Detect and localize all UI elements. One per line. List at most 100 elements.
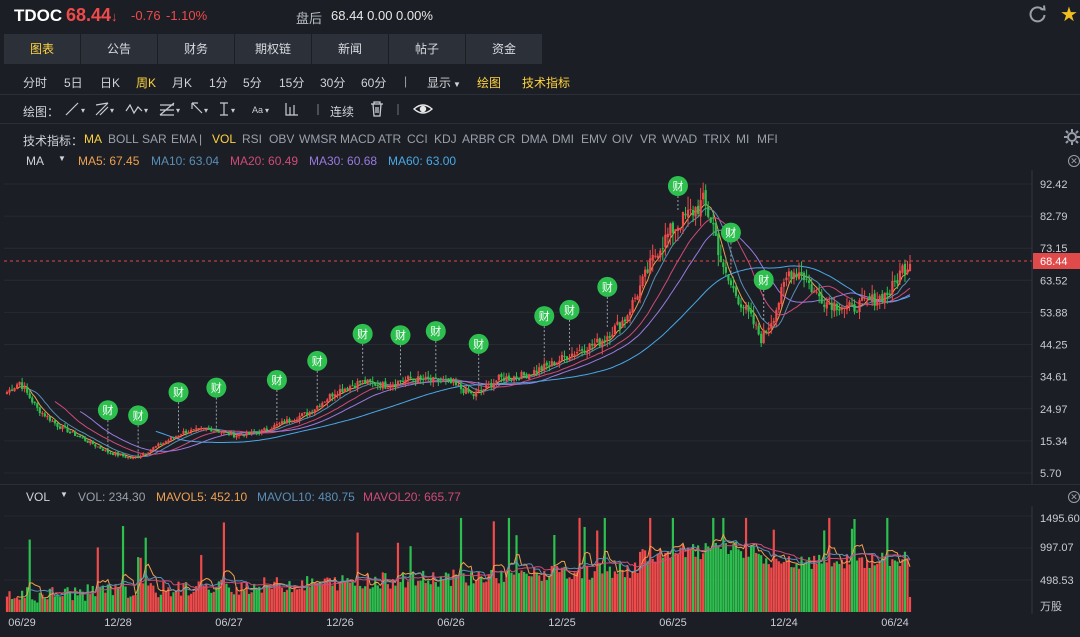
volume-bar [391,579,395,612]
event-marker-label: 财 [312,354,323,368]
candle-body [270,428,273,431]
indicator-macd[interactable]: MACD [340,132,376,146]
indicator-oiv[interactable]: OIV [612,132,633,146]
volume-bar [144,537,147,612]
candle-body [744,305,748,310]
display-menu[interactable]: 显示 ▼ [427,74,461,91]
candle-body [881,294,884,303]
close-icon[interactable]: ✕ [1068,155,1080,167]
period-monthly[interactable]: 月K [172,76,193,90]
volume-bar [747,556,750,612]
period-5min[interactable]: 5分 [243,76,262,90]
tab-announcements[interactable]: 公告 [81,34,157,64]
caret-down-icon[interactable]: ▼ [60,490,68,499]
candle-body [747,305,750,312]
trash-icon[interactable] [371,101,383,117]
vertical-line-tool-icon[interactable]: ▾ [220,102,235,116]
volume-bar [893,560,896,612]
volume-bar [487,574,490,612]
continuous-draw-toggle[interactable]: 连续 [330,105,355,119]
tab-capital[interactable]: 资金 [466,34,542,64]
candle-body [147,452,150,454]
candle-body [855,311,859,313]
volume-bar [389,588,392,612]
candle-body [5,392,9,395]
caret-down-icon: ▼ [453,80,461,89]
indicator-kdj[interactable]: KDJ [434,132,457,146]
measure-tool-icon[interactable] [285,103,298,116]
volume-bar [482,582,485,612]
draw-toggle[interactable]: 绘图 [477,76,502,90]
price-axis-label: 34.61 [1040,372,1068,384]
ma-legend-name[interactable]: MA [26,154,44,168]
volume-bar [359,585,362,612]
volume-bar [651,558,654,612]
vol-legend-name[interactable]: VOL [26,490,51,504]
indicator-dma[interactable]: DMA [521,132,548,146]
indicator-toggle[interactable]: 技术指标 [522,76,571,90]
period-1min[interactable]: 1分 [209,76,228,90]
gear-icon[interactable] [1064,129,1080,145]
indicator-boll[interactable]: BOLL [108,132,139,146]
candle-body [765,330,768,332]
candle-body [485,384,488,389]
trendline-tool-icon[interactable]: ▾ [65,102,85,116]
volume-bar [586,565,589,612]
indicator-atr[interactable]: ATR [378,132,402,146]
volume-bar [149,583,152,612]
indicator-sar[interactable]: SAR [142,132,167,146]
tab-chart[interactable]: 图表 [4,34,80,64]
volume-bar [583,526,586,612]
refresh-icon[interactable] [1028,4,1048,24]
volume-bar [66,587,69,612]
volume-bar [813,555,816,612]
period-5day[interactable]: 5日 [64,76,83,90]
caret-down-icon[interactable]: ▼ [58,154,66,163]
candlestick-chart[interactable]: 财财财 财财财财财财财财 财财财财财 92.4282.7973.1563.5253.… [0,170,1080,484]
candle-body [409,376,412,379]
period-weekly[interactable]: 周K [136,76,157,90]
indicator-wmsr[interactable]: WMSR [299,132,337,146]
channel-tool-icon[interactable]: ▾ [95,102,114,116]
period-60min[interactable]: 60分 [361,76,387,90]
indicator-mi[interactable]: MI [736,132,750,146]
period-daily[interactable]: 日K [100,76,121,90]
fibonacci-tool-icon[interactable]: ▾ [159,102,180,116]
tab-options[interactable]: 期权链 [235,34,311,64]
period-30min[interactable]: 30分 [320,76,346,90]
candle-body [543,363,546,371]
indicator-arbr[interactable]: ARBR [462,132,496,146]
arrow-tool-icon[interactable]: ▾ [191,102,208,115]
indicator-cr[interactable]: CR [498,132,516,146]
wave-tool-icon[interactable]: ▾ [125,103,148,115]
indicator-obv[interactable]: OBV [269,132,295,146]
indicator-cci[interactable]: CCI [407,132,428,146]
candle-body [376,384,379,386]
text-tool-icon[interactable]: Aa ▾ [252,105,269,115]
volume-bar [84,600,87,612]
indicator-mfi[interactable]: MFI [757,132,778,146]
volume-bar [606,571,609,612]
volume-bar [351,581,354,612]
period-intraday[interactable]: 分时 [23,76,48,90]
indicator-trix[interactable]: TRIX [703,132,731,146]
candle-body [649,258,652,274]
indicator-wvad[interactable]: WVAD [662,132,698,146]
event-marker [468,333,489,354]
indicator-vol[interactable]: VOL [212,132,237,146]
tab-financials[interactable]: 财务 [158,34,234,64]
tab-news[interactable]: 新闻 [312,34,388,64]
star-icon[interactable]: ★ [1060,4,1078,26]
volume-bar [126,597,130,612]
indicator-rsi[interactable]: RSI [242,132,263,146]
indicator-vr[interactable]: VR [640,132,657,146]
eye-icon[interactable] [412,104,434,114]
indicator-emv[interactable]: EMV [581,132,608,146]
period-15min[interactable]: 15分 [279,76,305,90]
close-icon[interactable]: ✕ [1068,491,1080,503]
volume-chart[interactable]: 1495.60 997.07 498.53 万股 [0,506,1080,614]
indicator-ema[interactable]: EMA [171,132,198,146]
indicator-dmi[interactable]: DMI [552,132,574,146]
indicator-ma[interactable]: MA [84,132,102,146]
tab-posts[interactable]: 帖子 [389,34,465,64]
